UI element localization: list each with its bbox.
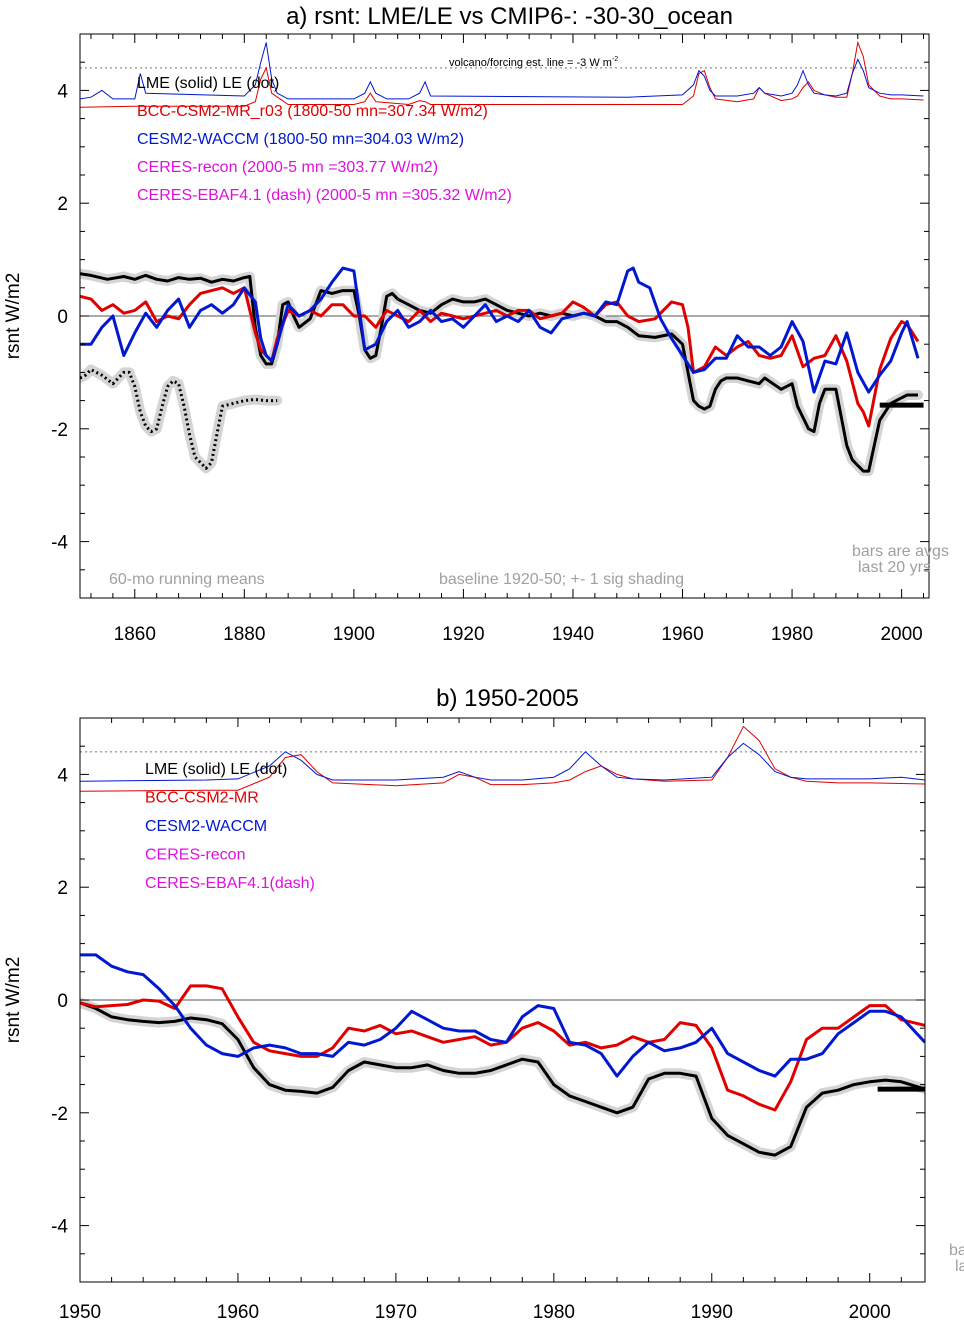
- y-tick-label: -4: [51, 1217, 68, 1238]
- y-tick-label: -2: [51, 1104, 68, 1125]
- legend-entry: CERES-recon (2000-5 mn =303.77 W/m2): [137, 159, 438, 176]
- x-tick-label: 1980: [771, 624, 813, 645]
- plot-area: [80, 725, 925, 1161]
- series-line-bcc-csm2-mr: [80, 984, 925, 1112]
- plot-area: [80, 40, 929, 477]
- series-line-bcc-csm2-mr-r03: [80, 286, 920, 428]
- volcano-curve-cesm: [80, 742, 925, 782]
- x-tick-label: 1970: [375, 1302, 417, 1323]
- y-tick-label: -2: [51, 420, 68, 441]
- y-tick-label: 0: [57, 991, 68, 1012]
- series-line-cesm2-waccm: [80, 953, 925, 1078]
- legend-entry: CERES-EBAF4.1(dash): [145, 875, 315, 892]
- volcano-note: volcano/forcing est. line = -3 W m-2: [449, 56, 618, 69]
- series-line-le: [80, 368, 278, 470]
- y-tick-label: 2: [57, 194, 68, 215]
- x-tick-label: 1950: [59, 1302, 101, 1323]
- series-line-lme: [80, 1001, 925, 1157]
- x-tick-label: 1980: [533, 1302, 575, 1323]
- x-tick-label: 1990: [691, 1302, 733, 1323]
- y-tick-label: 0: [57, 307, 68, 328]
- bars-note-line1: bars are avgs: [852, 543, 949, 560]
- volcano-curve-cesm: [80, 42, 924, 100]
- legend-entry: CERES-EBAF4.1 (dash) (2000-5 mn =305.32 …: [137, 187, 512, 204]
- baseline-note: baseline 1920-50; +- 1 sig shading: [439, 571, 684, 588]
- x-tick-label: 1960: [661, 624, 703, 645]
- x-tick-label: 2000: [880, 624, 922, 645]
- y-tick-label: 2: [57, 878, 68, 899]
- series-line-cesm2-waccm: [80, 266, 920, 394]
- volcano-curve-bcc: [80, 725, 925, 792]
- y-axis-label: rsnt W/m2: [3, 957, 24, 1044]
- legend-entry: LME (solid) LE (dot): [137, 75, 279, 92]
- x-tick-label: 1900: [333, 624, 375, 645]
- legend-entry: LME (solid) LE (dot): [145, 761, 287, 778]
- y-tick-label: 4: [57, 81, 68, 102]
- x-tick-label: 1940: [552, 624, 594, 645]
- sigma-shading-lme: [80, 268, 923, 477]
- x-tick-label: 1920: [442, 624, 484, 645]
- volcano-note-superscript: -2: [612, 56, 618, 63]
- legend-entry: BCC-CSM2-MR: [145, 790, 259, 807]
- y-tick-label: 4: [57, 765, 68, 786]
- legend-entry: CESM2-WACCM: [145, 818, 267, 835]
- panel-b: -4 -2 0 2 4 1950 1960 1970 1980 1990 2000 b) 1950-2…: [3, 685, 964, 1323]
- x-tick-label: 1860: [114, 624, 156, 645]
- legend-entry: CESM2-WACCM (1800-50 mn=304.03 W/m2): [137, 131, 464, 148]
- legend-entry: BCC-CSM2-MR_r03 (1800-50 mn=307.34 W/m2): [137, 103, 488, 120]
- bars-note-line1: ba: [949, 1242, 964, 1259]
- bars-note-line2: last 20 yrs: [858, 559, 931, 576]
- y-tick-label: -4: [51, 533, 68, 554]
- panel-a: -4 -2 0 2 4 1860 1880 1900 1920 1940 1960 1980 2000 a…: [3, 3, 949, 645]
- y-axis-label: rsnt W/m2: [3, 273, 24, 360]
- sigma-shading-lme: [80, 997, 925, 1161]
- x-tick-label: 2000: [849, 1302, 891, 1323]
- bars-note-line2: la: [955, 1258, 964, 1275]
- legend-entry: CERES-recon: [145, 847, 245, 864]
- x-tick-label: 1960: [217, 1302, 259, 1323]
- chart-title: a) rsnt: LME/LE vs CMIP6-: -30-30_ocean: [286, 3, 733, 30]
- running-mean-note: 60-mo running means: [109, 571, 265, 588]
- chart-title: b) 1950-2005: [436, 685, 579, 712]
- x-tick-label: 1880: [223, 624, 265, 645]
